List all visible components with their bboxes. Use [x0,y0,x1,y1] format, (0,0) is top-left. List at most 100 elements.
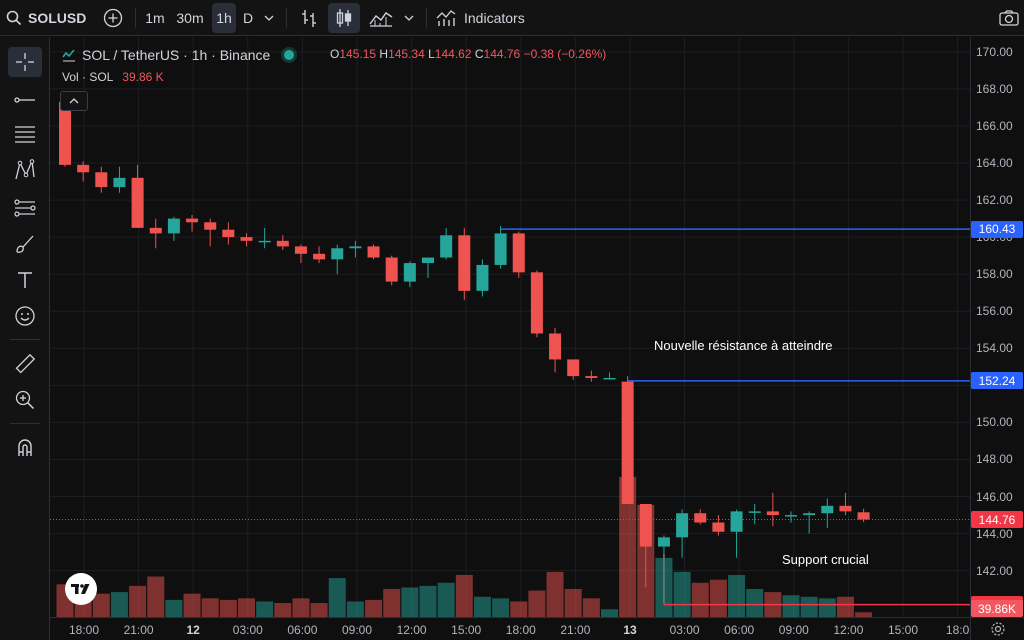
fib-lines-icon [14,124,36,144]
candle-body [494,233,507,265]
price-axis-label: 166.00 [976,118,1013,133]
volume-bar [601,609,618,617]
interval-30m-button[interactable]: 30m [176,10,204,26]
volume-bar [728,575,746,617]
time-axis[interactable]: 18:00 21:00 12 03:00 06:00 09:00 12:00 15:00 18:… [50,617,970,640]
chart-legend: SOL / TetherUS · 1h · Binance [62,45,295,65]
volume-bar [419,585,437,617]
time-axis-label: 13 [623,623,637,637]
chart-type-dropdown-button[interactable] [400,0,418,36]
price-axis-label: 156.00 [976,304,1013,319]
collapse-legend-button[interactable] [60,91,88,111]
search-icon [6,10,22,26]
indicators-button[interactable]: Indicators [436,0,532,36]
text-tool[interactable] [8,265,42,295]
candle-body [222,229,235,238]
indicators-icon [436,9,456,27]
magnet-tool[interactable] [8,433,42,463]
volume-legend: Vol · SOL 39.86 K [62,70,164,84]
volume-bar [183,593,201,617]
tradingview-logo[interactable] [65,573,97,605]
volume-bar [782,595,800,617]
bar-chart-type-button[interactable] [296,0,322,36]
candle-body [803,513,816,516]
forecast-tool[interactable] [8,193,42,223]
price-axis-label: 164.00 [976,156,1013,170]
candle-body [422,257,434,264]
pattern-icon [14,159,36,181]
price-tag: 39.86K [971,600,1023,617]
smiley-icon [14,305,36,327]
pattern-tool[interactable] [8,155,42,185]
brush-tool[interactable] [8,229,42,259]
volume-bar [855,612,873,617]
candle-body [403,263,416,282]
interval-1m-button[interactable]: 1m [145,10,165,26]
open-label: O [330,47,340,61]
volume-bar [582,598,600,617]
candle-body [857,512,870,520]
volume-bar [473,596,491,617]
candle-body [567,359,580,377]
price-axis-label: 170.00 [976,44,1013,59]
toolbar-divider [135,8,136,28]
candle-body [258,240,271,243]
candle-body [603,377,616,380]
line-tool-icon [14,95,36,105]
time-axis-label: 18:0 [945,623,970,637]
candles-chart-type-button[interactable] [328,3,360,33]
volume-bar [383,589,401,617]
drawing-toolbar [0,37,50,640]
candle-body [113,177,126,188]
candle-body [59,101,71,165]
high-label: H [379,47,389,61]
gear-icon [990,621,1006,637]
zoom-tool[interactable] [8,385,42,415]
price-axis[interactable]: 170.00168.00166.00164.00162.00160.00158.… [970,37,1024,617]
screenshot-button[interactable] [996,0,1022,36]
volume-bar [800,596,818,617]
candle-body [621,381,634,504]
crosshair-tool[interactable] [8,47,42,77]
time-axis-label: 12 [186,623,200,637]
candle-body [149,227,162,234]
price-tag: 144.76 [971,511,1023,529]
symbol-search-button[interactable]: SOLUSD [6,0,88,36]
symbol-title: SOL / TetherUS · 1h · Binance [82,47,271,63]
camera-icon [999,10,1019,26]
compare-add-button[interactable] [100,0,126,36]
symbol-logo-icon [62,48,76,62]
measure-tool[interactable] [8,349,42,379]
candle-body [458,235,471,291]
price-axis-label: 162.00 [976,193,1013,208]
price-axis-label: 148.00 [976,452,1013,467]
interval-d-button[interactable]: D [242,10,254,26]
volume-bar [346,601,364,617]
time-axis-label: 18:00 [68,623,100,637]
fib-retracement-tool[interactable] [8,119,42,149]
volume-bar [129,585,147,617]
price-chart[interactable] [50,37,970,617]
time-axis-label: 18:00 [505,623,536,637]
volume-bar [510,601,528,617]
trend-line-tool[interactable] [8,85,42,115]
time-axis-label: 06:00 [287,623,318,637]
ruler-icon [14,353,36,375]
toolbar-divider [286,8,287,28]
candle-body [676,513,689,538]
area-chart-type-button[interactable] [366,0,396,36]
interval-dropdown-button[interactable] [260,0,278,36]
toolbar-divider [426,8,427,28]
candle-body [476,264,489,291]
time-axis-label: 21:00 [560,623,591,637]
chart-settings-button[interactable] [970,617,1024,640]
time-axis-label: 12:00 [833,623,864,637]
volume-bar [365,599,383,617]
emoji-tool[interactable] [8,301,42,331]
candle-body [785,515,797,517]
close-label: C [474,47,484,61]
volume-bar [492,598,510,617]
time-axis-label: 09:00 [778,623,809,637]
price-axis-label: 150.00 [976,415,1013,430]
interval-1h-button[interactable]: 1h [212,3,236,33]
